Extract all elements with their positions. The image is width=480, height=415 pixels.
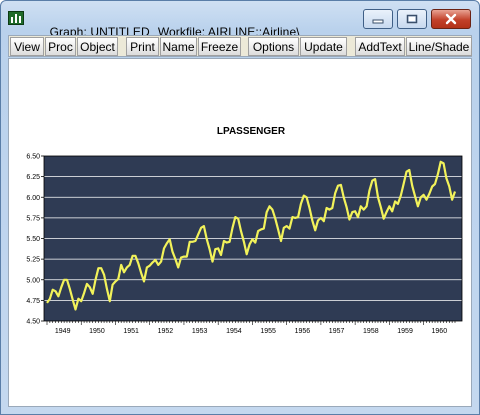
print-button[interactable]: Print [126,37,159,56]
series-line-lpassenger [46,160,457,311]
freeze-button[interactable]: Freeze [198,37,241,56]
y-tick-label: 4.50 [26,319,40,326]
x-tick-label: 1956 [295,328,311,335]
x-tick-label: 1959 [397,328,413,335]
y-tick-label: 5.00 [26,277,40,284]
x-tick-label: 1949 [55,328,71,335]
y-tick-label: 6.25 [26,174,40,181]
close-button[interactable] [431,9,471,29]
addtext-button[interactable]: AddText [355,37,405,56]
close-icon [445,13,457,25]
x-tick-label: 1960 [432,328,448,335]
y-tick-label: 6.00 [26,195,40,202]
update-button[interactable]: Update [300,37,347,56]
maximize-button[interactable] [397,9,427,29]
x-tick-label: 1958 [363,328,379,335]
line-chart: LPASSENGER 4.50 4.75 5.00 5.25 5.50 5.75 6.00 6… [26,126,463,335]
graph-area: LPASSENGER 4.50 4.75 5.00 5.25 5.50 5.75 6.00 6… [8,58,472,407]
proc-button[interactable]: Proc [45,37,76,56]
name-button[interactable]: Name [160,37,197,56]
x-tick-label: 1952 [158,328,174,335]
options-button[interactable]: Options [248,37,299,56]
y-tick-label: 5.75 [26,215,40,222]
view-button[interactable]: View [10,37,44,56]
object-button[interactable]: Object [77,37,118,56]
minimize-icon [372,19,384,24]
x-tick-label: 1955 [260,328,276,335]
graph-app-icon [8,11,24,25]
maximize-icon [406,14,418,24]
y-tick-label: 6.50 [26,154,40,161]
y-tick-label: 5.25 [26,257,40,264]
x-tick-label: 1953 [192,328,208,335]
x-tick-label: 1957 [329,328,345,335]
x-tick-label: 1951 [123,328,139,335]
graph-toolbar: View Proc Object Print Name Freeze Optio… [8,35,472,57]
y-tick-label: 4.75 [26,298,40,305]
minimize-button[interactable] [363,9,393,29]
y-tick-label: 5.50 [26,236,40,243]
chart-title: LPASSENGER [217,126,286,137]
x-tick-label: 1950 [89,328,105,335]
title-bar[interactable]: Graph: UNTITLED Workfile: AIRLINE::Airlin… [1,1,479,39]
lineshade-button[interactable]: Line/Shade [406,37,472,56]
plot-frame [43,155,463,322]
x-tick-label: 1954 [226,328,242,335]
